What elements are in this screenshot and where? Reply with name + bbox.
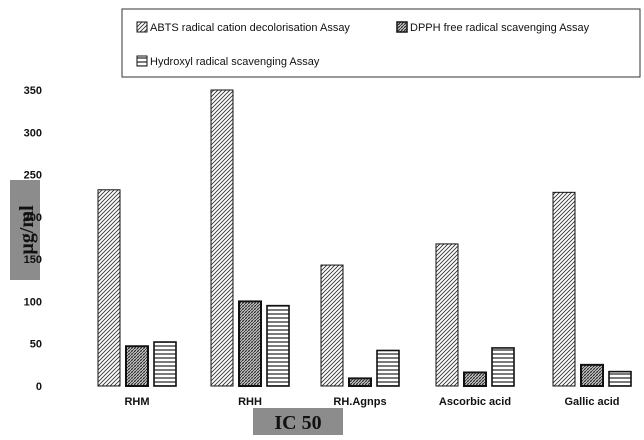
y-tick-label-200: 200	[24, 212, 42, 224]
x-tick-label-ascorbic-acid: Ascorbic acid	[439, 396, 511, 408]
bars	[97, 89, 632, 388]
x-tick-label-rhm: RHM	[124, 396, 149, 408]
bar-1-rhh	[210, 89, 234, 387]
x-tick-label-gallic-acid: Gallic acid	[564, 396, 619, 408]
bar-2-rh-agnps	[348, 377, 372, 388]
legend-frame	[121, 8, 641, 78]
legend-label-abts: ABTS radical cation decolorisation Assay	[150, 22, 350, 34]
bar-2-rhm	[125, 345, 149, 388]
y-axis-label-text: µg/ml	[16, 205, 38, 255]
bar-2-rhh	[238, 300, 262, 387]
bar-1-ascorbic-acid	[435, 243, 459, 387]
y-tick-label-100: 100	[24, 296, 42, 308]
bar-3-gallic-acid	[608, 370, 632, 387]
bar-2-gallic-acid	[580, 363, 604, 388]
bar-3-rh-agnps	[376, 349, 400, 387]
y-tick-labels: 0 50 100 150 200 250 300 350	[24, 85, 42, 393]
bar-3-rhm	[153, 341, 177, 387]
bar-3-rhh	[266, 304, 290, 387]
x-tick-label-rh-agnps: RH.Agnps	[333, 396, 386, 408]
x-axis-label-text: IC 50	[274, 412, 321, 434]
bar-1-rh-agnps	[320, 264, 344, 387]
x-axis-label-box	[253, 408, 343, 435]
x-axis-label: IC 50	[253, 408, 343, 435]
y-tick-label-300: 300	[24, 127, 42, 139]
y-tick-label-0: 0	[36, 381, 42, 393]
y-tick-label-350: 350	[24, 85, 42, 97]
y-tick-label-250: 250	[24, 170, 42, 182]
x-tick-labels: RHM RHH RH.Agnps Ascorbic acid Gallic acid	[124, 396, 619, 408]
legend-label-hydroxyl: Hydroxyl radical scavenging Assay	[150, 56, 320, 68]
y-tick-label-50: 50	[30, 339, 42, 351]
legend-swatch-abts	[136, 21, 148, 33]
bar-1-rhm	[97, 189, 121, 387]
bar-3-ascorbic-acid	[491, 347, 515, 387]
legend-swatch-dpph	[396, 21, 408, 33]
y-tick-label-150: 150	[24, 254, 42, 266]
bar-1-gallic-acid	[552, 191, 576, 387]
x-tick-label-rhh: RHH	[238, 396, 262, 408]
y-axis-label: µg/ml	[10, 180, 40, 280]
legend: ABTS radical cation decolorisation Assay…	[121, 8, 641, 78]
legend-swatch-hydroxyl	[136, 55, 148, 67]
y-axis-label-box	[10, 180, 40, 280]
bar-2-ascorbic-acid	[463, 371, 487, 387]
legend-label-dpph: DPPH free radical scavenging Assay	[410, 22, 590, 34]
